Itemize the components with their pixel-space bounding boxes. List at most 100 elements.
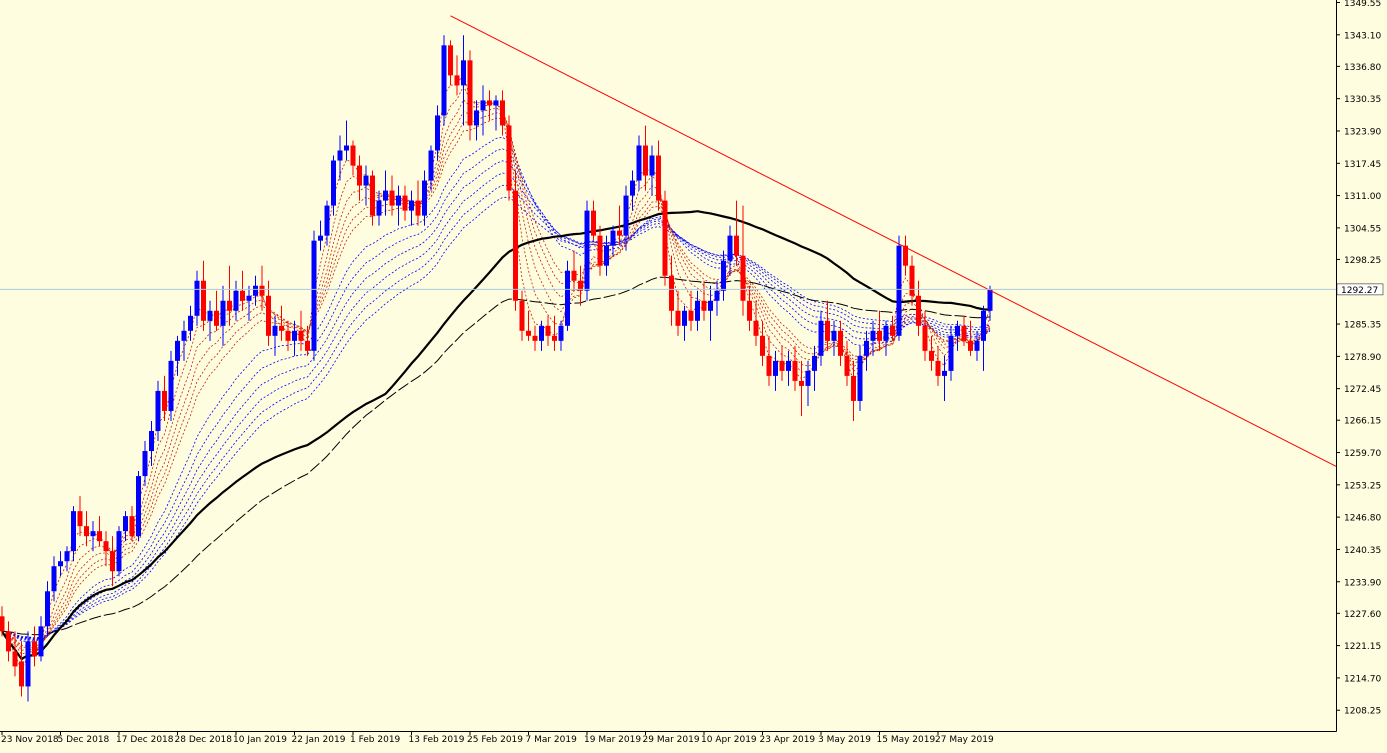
- y-tick-label-17: 1233.90: [1344, 578, 1381, 588]
- candle-25: [162, 375, 167, 421]
- candle-body: [877, 330, 882, 341]
- candle-112: [727, 225, 733, 276]
- candle-body: [246, 295, 252, 301]
- candle-106: [688, 290, 694, 331]
- candle-body: [38, 626, 44, 657]
- candle-85: [552, 315, 557, 351]
- candle-6: [38, 616, 44, 662]
- candle-119: [773, 350, 778, 391]
- candle-47: [305, 325, 310, 356]
- y-tick-label-1: 1343.10: [1344, 31, 1381, 41]
- candle-51: [331, 155, 336, 216]
- candle-129: [838, 320, 843, 366]
- candle-body: [402, 195, 408, 211]
- candle-67: [435, 105, 440, 161]
- candle-body: [149, 430, 154, 452]
- candle-81: [526, 310, 531, 341]
- current-price-value: 1292.27: [1341, 286, 1378, 296]
- candle-body: [968, 340, 973, 351]
- candle-78: [506, 115, 512, 201]
- candle-body: [84, 526, 89, 537]
- candle-143: [929, 335, 934, 371]
- candle-113: [734, 200, 739, 266]
- candle-50: [324, 200, 330, 246]
- candle-133: [864, 330, 869, 371]
- y-tick-label-18: 1227.60: [1344, 610, 1381, 620]
- candle-146: [948, 325, 954, 381]
- x-tick-label-5: 22 Jan 2019: [292, 735, 346, 745]
- candle-118: [766, 335, 772, 386]
- candle-body: [591, 210, 596, 236]
- candle-148: [961, 315, 967, 346]
- x-tick-label-10: 19 Mar 2019: [584, 735, 641, 745]
- candle-30: [194, 270, 200, 326]
- y-tick-label-7: 1304.55: [1344, 224, 1381, 234]
- candle-49: [318, 220, 323, 251]
- candle-142: [922, 310, 928, 361]
- candle-97: [630, 170, 635, 211]
- candle-111: [721, 250, 726, 301]
- candle-147: [955, 320, 960, 351]
- candle-39: [253, 275, 258, 306]
- x-tick-label-8: 25 Feb 2019: [467, 735, 523, 745]
- candle-body: [207, 310, 213, 321]
- candle-body: [441, 45, 447, 116]
- y-tick-label-21: 1208.25: [1344, 707, 1381, 717]
- candle-17: [110, 536, 115, 587]
- candle-body: [51, 566, 57, 592]
- candle-114: [740, 205, 746, 316]
- candle-138: [896, 235, 902, 341]
- candle-body: [545, 325, 551, 336]
- current-price-box: [1336, 283, 1384, 296]
- x-tick-label-2: 17 Dec 2018: [116, 735, 174, 745]
- trendline[interactable]: [450, 15, 1337, 467]
- candle-137: [890, 315, 895, 341]
- candle-131: [851, 360, 856, 421]
- candle-body: [116, 531, 122, 572]
- candle-body: [987, 289, 993, 311]
- candle-151: [981, 305, 986, 371]
- candle-64: [415, 180, 421, 226]
- candle-body: [454, 75, 460, 86]
- candle-body: [578, 280, 583, 291]
- candle-body: [766, 355, 772, 376]
- slow-ma-line-5: [1, 184, 991, 639]
- candle-98: [636, 135, 642, 191]
- x-tick-label-12: 10 Apr 2019: [701, 735, 757, 745]
- x-tick-label-9: 7 Mar 2019: [526, 735, 578, 745]
- candle-body: [610, 230, 616, 246]
- candle-body: [422, 180, 427, 216]
- candle-52: [337, 135, 343, 181]
- candle-body: [259, 285, 265, 296]
- candle-57: [370, 170, 375, 226]
- candle-body: [77, 511, 83, 527]
- x-tick-label-11: 29 Mar 2019: [643, 735, 700, 745]
- candle-body: [714, 290, 720, 301]
- y-tick-label-4: 1323.90: [1344, 127, 1381, 137]
- candle-body: [435, 115, 440, 151]
- candle-56: [363, 165, 369, 206]
- candle-body: [922, 325, 928, 351]
- candle-body: [695, 300, 700, 321]
- candle-130: [844, 340, 850, 386]
- candle-53: [344, 120, 349, 161]
- candle-body: [233, 290, 239, 311]
- candle-102: [662, 190, 668, 286]
- candle-body: [0, 616, 5, 632]
- candle-body: [103, 541, 109, 552]
- candle-104: [675, 290, 681, 336]
- candle-68: [441, 35, 447, 126]
- candle-body: [760, 335, 765, 356]
- x-tick-label-1: 5 Dec 2018: [58, 735, 110, 745]
- candle-body: [129, 516, 135, 537]
- candle-60: [389, 175, 395, 216]
- candle-body: [292, 330, 297, 341]
- long-ma-solid: [1, 210, 991, 661]
- x-tick-label-14: 3 May 2019: [818, 735, 871, 745]
- candle-22: [142, 441, 148, 487]
- candlesticks: [0, 35, 993, 702]
- candle-7: [45, 581, 50, 637]
- candle-body: [227, 300, 232, 311]
- candle-body: [831, 330, 837, 341]
